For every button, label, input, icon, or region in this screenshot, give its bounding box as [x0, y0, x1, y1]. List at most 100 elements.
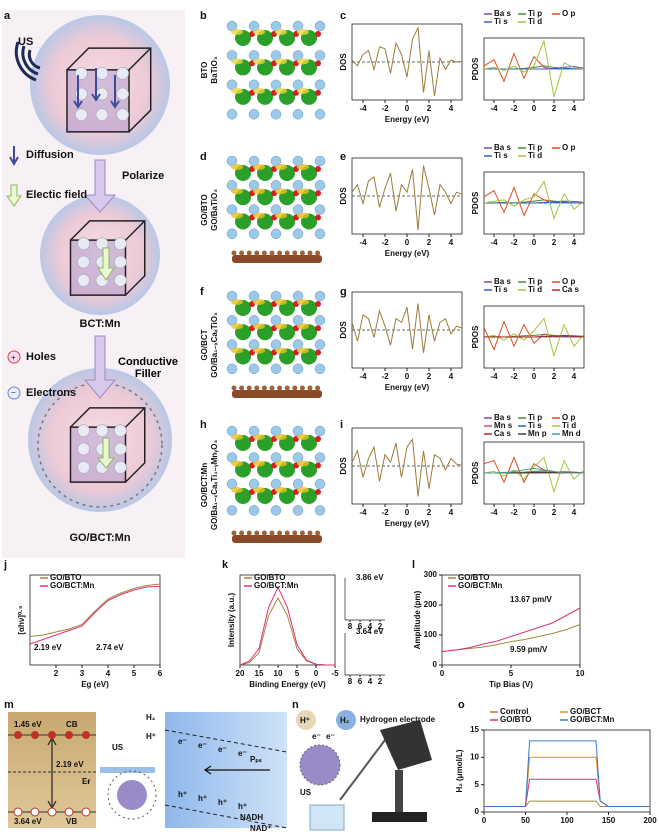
atom-c [261, 385, 267, 391]
m-label: e⁻ [178, 737, 187, 746]
legend-label: GO/BCT:Mn [458, 581, 503, 590]
charge-density [297, 347, 309, 354]
electrons-label: Electrons [26, 387, 76, 399]
legend-label: Ti p [528, 413, 542, 422]
x-axis-label: Energy (eV) [385, 519, 430, 528]
series-line [483, 39, 585, 98]
legend-label: GO/BTO [254, 573, 285, 582]
x-tick-label: 10 [576, 669, 585, 678]
x-axis-label: Energy (eV) [385, 115, 430, 124]
y-axis-label: [αhν]⁰·⁵ [17, 605, 26, 634]
y-axis-label: DOS [339, 187, 348, 205]
electron-dot [114, 442, 127, 456]
x-tick-label: 0 [482, 816, 487, 825]
m-label: US [112, 743, 124, 752]
legend-label: GO/BCT [570, 707, 601, 716]
charge-density [253, 164, 265, 170]
x-tick-label: 3 [80, 669, 85, 678]
legend-label: Ti s [494, 17, 508, 26]
legend-label: Ti s [494, 285, 508, 294]
structure-label: GO/BaTiO₃ [210, 189, 219, 231]
x-tick-label: 2 [552, 238, 557, 247]
process-arrow [83, 159, 117, 213]
annotation: 9.59 pm/V [510, 645, 548, 654]
legend-label: GO/BTO [458, 573, 489, 582]
charge-density [297, 87, 309, 94]
x-axis-label: Tip Bias (V) [489, 680, 533, 689]
x-tick-label: 0 [532, 104, 537, 113]
x-tick-label: -2 [381, 372, 389, 381]
x-tick-label: -4 [490, 508, 498, 517]
charge-density [253, 434, 265, 440]
x-tick-label: -2 [381, 104, 389, 113]
x-tick-label: 2 [427, 104, 432, 113]
charge-density [253, 347, 265, 354]
structure-label: BTO [200, 62, 209, 79]
legend-label: GO/BCT:Mn [254, 581, 299, 590]
bubble [28, 368, 172, 512]
x-tick-label: 4 [449, 104, 454, 113]
charge-density [275, 323, 287, 330]
electron-dot [114, 461, 127, 474]
bubble [30, 15, 170, 155]
legend-label: GO/BCT:Mn [570, 715, 615, 724]
filler-cage [37, 382, 163, 508]
m-label: CB [66, 720, 78, 729]
legend-label: Mn p [528, 429, 547, 438]
x-tick-label: 0 [405, 508, 410, 517]
charge-density [253, 212, 265, 219]
m-label: NADH [240, 813, 263, 822]
atom [314, 228, 326, 240]
atom-o [315, 325, 321, 332]
go-bct-label: GO/BCT:Mn [69, 532, 130, 544]
panel-letter: m [4, 699, 14, 711]
diffusion-arrow [91, 68, 101, 102]
y-axis-label: PDOS [471, 57, 480, 80]
y-tick-label: 5 [475, 780, 480, 789]
x-tick-label: 4 [449, 238, 454, 247]
sound-wave [14, 41, 41, 82]
annotation: 13.67 pm/V [510, 595, 552, 604]
series-line [29, 585, 161, 645]
x-tick-label: 4 [572, 104, 577, 113]
atom [248, 363, 260, 375]
atom [314, 425, 326, 437]
electron [31, 731, 39, 739]
y-axis-label: PDOS [471, 191, 480, 214]
x-tick-label: -2 [510, 508, 518, 517]
structure-label: GO/BCT [200, 329, 209, 360]
m-label: e⁻ [238, 749, 247, 758]
legend-arrow [9, 146, 19, 167]
charge-density [297, 188, 309, 195]
charge-density [253, 188, 265, 195]
legend-label: Ti p [528, 143, 542, 152]
x-tick-label: 0 [405, 238, 410, 247]
inset-tick-label: 2 [378, 677, 383, 686]
panel-letter: f [200, 286, 204, 298]
atom-c [307, 530, 313, 536]
y-axis-label: PDOS [471, 325, 480, 348]
x-tick-label: 4 [449, 372, 454, 381]
m-label: 2.19 eV [56, 760, 84, 769]
x-axis-label: Energy (eV) [385, 383, 430, 392]
legend-label: Ba s [494, 9, 511, 18]
electron-dot [114, 237, 127, 250]
x-tick-label: 0 [532, 372, 537, 381]
atom-c [277, 530, 283, 536]
atom-c [299, 530, 305, 536]
inset-tick-label: 8 [348, 677, 353, 686]
legend-label: GO/BTO [50, 573, 81, 582]
atom-c [307, 250, 313, 256]
atom [270, 108, 282, 120]
x-tick-label: 2 [427, 508, 432, 517]
inset-tick-label: 4 [368, 677, 373, 686]
electron-dot [77, 461, 90, 474]
hole [13, 807, 23, 817]
electron [82, 731, 90, 739]
legend-label: Ba s [494, 143, 511, 152]
atom [314, 505, 326, 516]
atom-c [239, 385, 245, 391]
m-label: 3.64 eV [14, 817, 42, 826]
electron-dot [77, 255, 90, 269]
